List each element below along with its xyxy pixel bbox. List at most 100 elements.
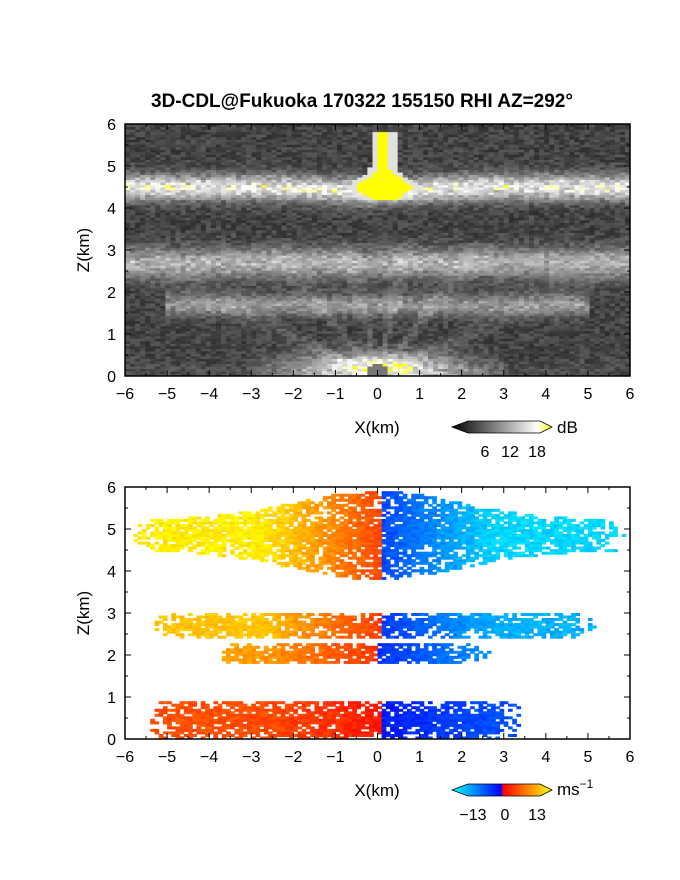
snr-cell (180, 214, 187, 218)
snr-cell (170, 166, 177, 170)
snr-cell (125, 144, 131, 148)
snr-cell (130, 328, 136, 332)
snr-cell (125, 360, 131, 364)
snr-cell (150, 355, 156, 359)
snr-cell (155, 245, 161, 249)
snr-cell (160, 373, 166, 376)
snr-cell (150, 151, 156, 155)
snr-cell (165, 176, 171, 180)
snr-cell (135, 308, 141, 312)
snr-cell (140, 350, 146, 354)
snr-cell (155, 164, 161, 168)
snr-cell (125, 257, 131, 261)
snr-cell (175, 323, 182, 327)
snr-cell (125, 267, 131, 271)
snr-cell (160, 179, 166, 183)
snr-cell (175, 302, 182, 306)
snr-cell (140, 214, 146, 218)
snr-cell (145, 136, 151, 140)
snr-cell (130, 156, 136, 160)
snr-cell (175, 154, 182, 158)
snr-cell (125, 187, 131, 191)
snr-cell (135, 134, 141, 138)
snr-cell (165, 340, 171, 344)
snr-cell (170, 368, 177, 372)
snr-cell (125, 166, 131, 170)
snr-cell (125, 242, 131, 246)
snr-cell (170, 310, 177, 314)
snr-cell (125, 310, 131, 314)
snr-cell (180, 202, 187, 206)
snr-cell (170, 141, 177, 145)
snr-cell (180, 353, 187, 357)
snr-cell (175, 282, 182, 286)
snr-cell (145, 179, 151, 183)
snr-cell (175, 237, 182, 241)
snr-cell (175, 285, 182, 289)
snr-cell (140, 199, 146, 203)
snr-cell (185, 285, 192, 289)
snr-cell (150, 345, 156, 349)
snr-cell (165, 272, 171, 276)
snr-cell (135, 154, 141, 158)
snr-cell (140, 280, 146, 284)
snr-cell (170, 365, 177, 369)
snr-cell (170, 207, 177, 211)
snr-cell (175, 189, 182, 193)
snr-cell (155, 156, 161, 160)
snr-cell (185, 292, 192, 296)
snr-cell (125, 252, 131, 256)
snr-cell (160, 214, 166, 218)
snr-cell (145, 260, 151, 264)
snr-cell (180, 265, 187, 269)
snr-cell (170, 146, 177, 150)
snr-cell (155, 171, 161, 175)
snr-cell (125, 292, 131, 296)
snr-cell (150, 287, 156, 291)
snr-cell (150, 260, 156, 264)
snr-cell (140, 192, 146, 196)
snr-cell (125, 272, 131, 276)
snr-cell (155, 320, 161, 324)
snr-cell (145, 343, 151, 347)
snr-cell (135, 262, 141, 266)
snr-cell (170, 154, 177, 158)
snr-cell (150, 134, 156, 138)
snr-cell (175, 224, 182, 228)
snr-cell (125, 297, 131, 301)
snr-cell (160, 151, 166, 155)
snr-cell (145, 171, 151, 175)
snr-cell (185, 179, 192, 183)
snr-cell (155, 161, 161, 165)
snr-cell (180, 242, 187, 246)
snr-cell (145, 184, 151, 188)
snr-cell (175, 287, 182, 291)
snr-cell (160, 189, 166, 193)
snr-cell (150, 189, 156, 193)
snr-cell (160, 174, 166, 178)
snr-cell (145, 149, 151, 153)
snr-cell (185, 164, 192, 168)
snr-cell (180, 292, 187, 296)
snr-cell (155, 146, 161, 150)
snr-cell (150, 325, 156, 329)
snr-cell (165, 156, 171, 160)
snr-cell (165, 209, 171, 213)
snr-cell (140, 174, 146, 178)
snr-cell (130, 358, 136, 362)
snr-cell (145, 154, 151, 158)
snr-cell (155, 333, 161, 337)
snr-cell (170, 164, 177, 168)
snr-cell (175, 214, 182, 218)
snr-cell (185, 245, 192, 249)
snr-cell (150, 144, 156, 148)
snr-cell (180, 320, 187, 324)
snr-cell (125, 335, 131, 339)
snr-cell (125, 363, 131, 367)
snr-cell (135, 255, 141, 259)
snr-cell (140, 189, 146, 193)
snr-cell (155, 272, 161, 276)
snr-cell (165, 265, 171, 269)
snr-cell (150, 136, 156, 140)
